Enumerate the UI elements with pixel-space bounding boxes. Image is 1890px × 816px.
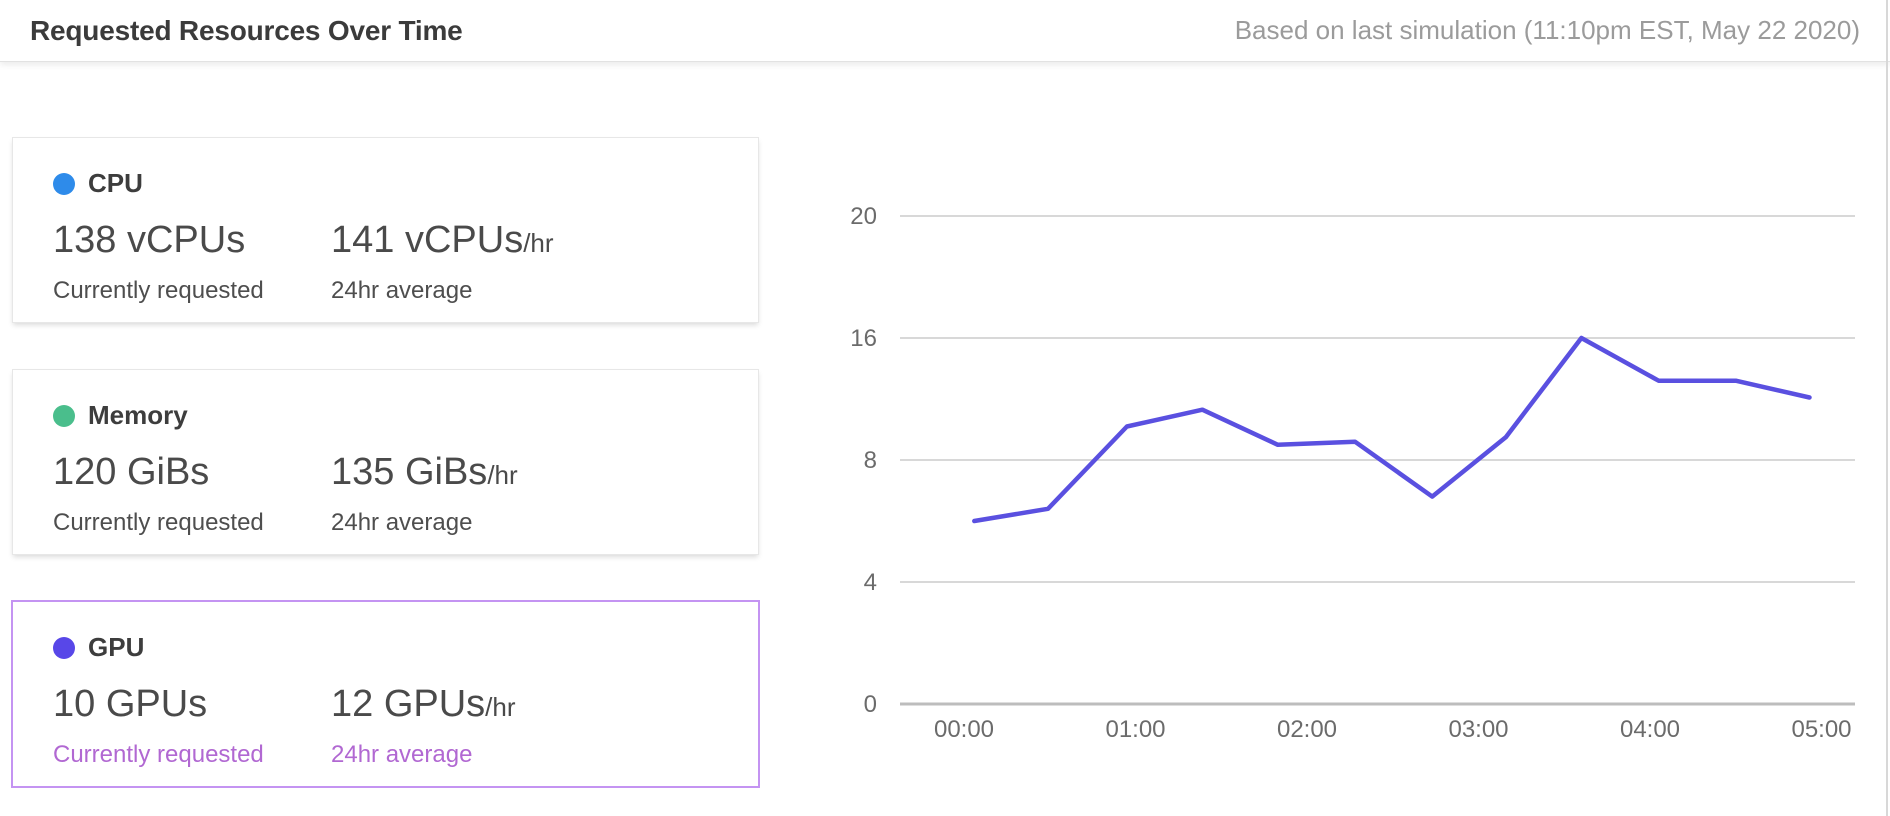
card-metrics: 120 GiBs Currently requested 135 GiBs/hr…	[53, 451, 718, 537]
x-tick-label: 00:00	[934, 716, 994, 743]
average-value: 141 vCPUs	[331, 219, 524, 261]
x-tick-label: 01:00	[1105, 716, 1165, 743]
average-unit-suffix: /hr	[485, 692, 516, 722]
card-header: Memory	[53, 400, 718, 431]
card-header: CPU	[53, 168, 718, 199]
x-tick-label: 04:00	[1620, 716, 1680, 743]
y-tick-label: 4	[864, 569, 877, 596]
x-tick-label: 05:00	[1791, 716, 1851, 743]
average-value: 12 GPUs	[331, 683, 486, 725]
resource-card-cpu[interactable]: CPU 138 vCPUs Currently requested 141 vC…	[12, 137, 759, 323]
resource-card-gpu[interactable]: GPU 10 GPUs Currently requested 12 GPUs/…	[12, 601, 759, 787]
average-label: 24hr average	[331, 741, 473, 768]
gpu-legend-dot-icon	[53, 636, 75, 659]
current-value: 138 vCPUs	[53, 219, 246, 261]
x-tick-label: 02:00	[1277, 716, 1337, 743]
card-title: GPU	[88, 632, 145, 662]
card-header: GPU	[53, 632, 718, 663]
resource-card-memory[interactable]: Memory 120 GiBs Currently requested 135 …	[12, 369, 759, 555]
average-unit-suffix: /hr	[523, 228, 554, 258]
requested-resources-chart: 20 16 8 4 0 00:00 01:00 02:00 03:00 04:00 05:00	[790, 190, 1875, 770]
page-title: Requested Resources Over Time	[30, 14, 463, 46]
x-tick-label: 03:00	[1448, 716, 1508, 743]
panel-header: Requested Resources Over Time Based on l…	[0, 0, 1890, 62]
y-tick-label: 16	[850, 325, 877, 352]
gpu-usage-line	[972, 335, 1812, 524]
y-tick-label: 20	[850, 203, 877, 230]
average-unit-suffix: /hr	[487, 460, 518, 490]
average-label: 24hr average	[331, 509, 473, 536]
card-metrics: 138 vCPUs Currently requested 141 vCPUs/…	[53, 219, 718, 305]
card-metrics: 10 GPUs Currently requested 12 GPUs/hr 2…	[53, 683, 718, 769]
memory-legend-dot-icon	[53, 404, 75, 427]
current-label: Currently requested	[53, 741, 264, 768]
cpu-legend-dot-icon	[53, 172, 75, 195]
current-value: 10 GPUs	[53, 683, 208, 725]
current-label: Currently requested	[53, 277, 264, 304]
y-tick-label: 0	[864, 691, 877, 718]
card-title: Memory	[88, 400, 188, 430]
last-simulation-note: Based on last simulation (11:10pm EST, M…	[1234, 15, 1860, 45]
average-label: 24hr average	[331, 277, 473, 304]
scroll-edge-divider	[1886, 0, 1888, 816]
line-chart: 20 16 8 4 0 00:00 01:00 02:00 03:00 04:00 05:00	[850, 203, 1855, 743]
current-value: 120 GiBs	[53, 451, 210, 493]
current-label: Currently requested	[53, 509, 264, 536]
card-title: CPU	[88, 168, 143, 198]
y-tick-label: 8	[864, 447, 877, 474]
average-value: 135 GiBs	[331, 451, 488, 493]
